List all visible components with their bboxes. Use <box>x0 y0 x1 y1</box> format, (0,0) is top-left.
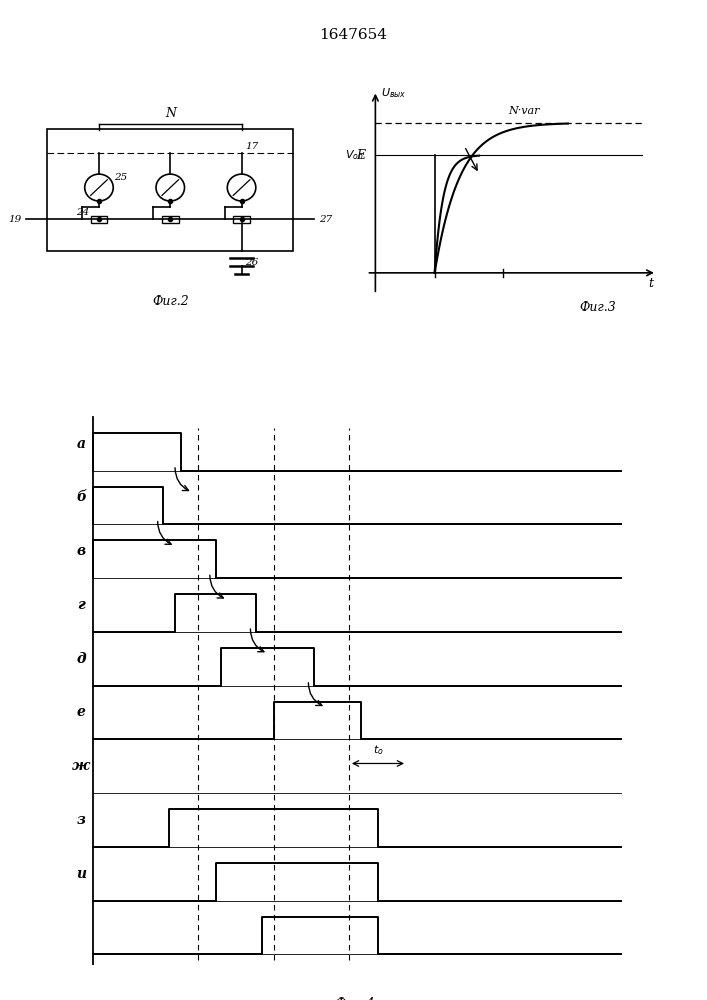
Text: и: и <box>76 867 86 881</box>
Text: Фиг.3: Фиг.3 <box>579 301 616 314</box>
Text: 24: 24 <box>76 208 89 217</box>
Bar <box>162 216 179 223</box>
Text: б: б <box>76 490 86 504</box>
Text: N·var: N·var <box>509 106 540 116</box>
Text: $U_{вых}$: $U_{вых}$ <box>381 86 407 100</box>
Text: 26: 26 <box>245 258 258 267</box>
Text: t: t <box>648 277 653 290</box>
Text: 17: 17 <box>245 142 259 151</box>
Text: $t_o$: $t_o$ <box>373 743 383 757</box>
Text: д: д <box>76 652 86 666</box>
Text: з: з <box>76 813 86 827</box>
Bar <box>233 216 250 223</box>
Text: $V_{on}$: $V_{on}$ <box>345 148 363 162</box>
Text: Фиг.2: Фиг.2 <box>152 295 189 308</box>
Text: 1647654: 1647654 <box>320 28 387 42</box>
Bar <box>47 129 293 251</box>
Text: Фиг.4: Фиг.4 <box>334 997 375 1000</box>
Bar <box>90 216 107 223</box>
Text: N: N <box>165 107 176 120</box>
Text: 19: 19 <box>8 215 21 224</box>
Text: 27: 27 <box>320 215 332 224</box>
Text: 25: 25 <box>115 173 128 182</box>
Text: е: е <box>76 705 86 719</box>
Text: а: а <box>76 437 86 451</box>
Text: в: в <box>76 544 86 558</box>
Text: г: г <box>77 598 85 612</box>
Text: E: E <box>356 149 365 162</box>
Text: ж: ж <box>72 759 90 773</box>
